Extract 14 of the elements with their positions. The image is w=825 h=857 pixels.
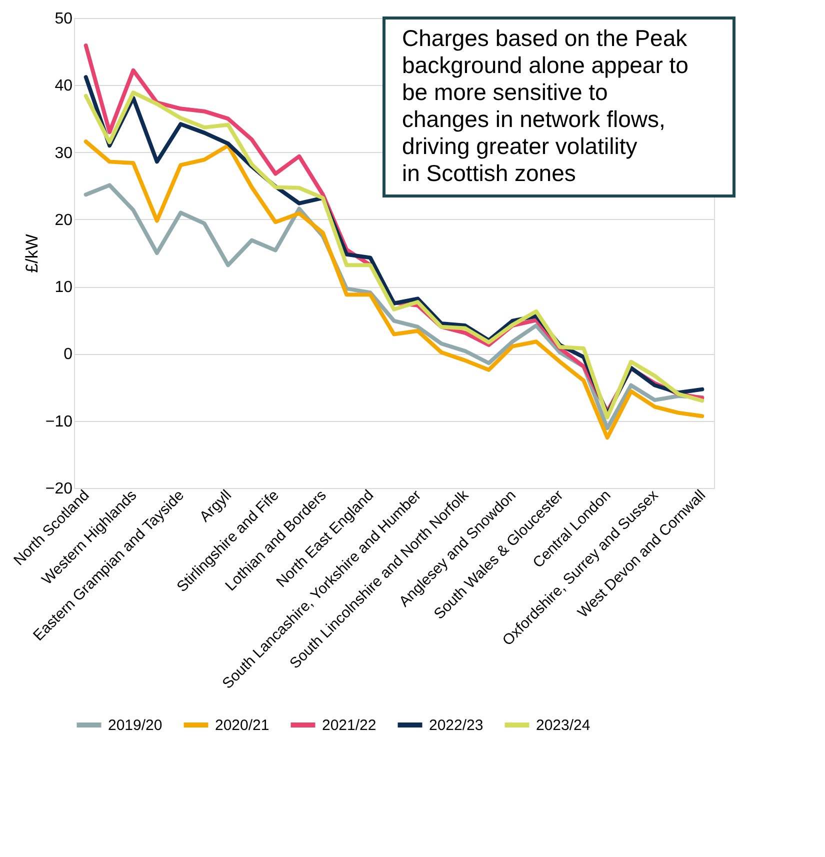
legend-label: 2023/24 [536,717,590,734]
y-tick-label: 40 [54,78,73,95]
y-tick-label: 10 [54,279,73,296]
y-tick-label: 20 [54,212,73,229]
y-tick-label: 0 [64,346,73,364]
y-tick-label: 30 [54,144,73,162]
y-axis-title: £/kW [22,234,42,273]
y-tick-label: 50 [54,10,73,28]
legend-label: 2019/20 [108,717,162,734]
legend-label: 2022/23 [429,717,484,734]
legend-label: 2020/21 [215,717,270,734]
y-tick-label: −10 [45,413,73,430]
legend-label: 2021/22 [322,717,376,734]
annotation: Charges based on the Peak background alone appear to be more sensitive to changes in network flows, driving greater volatility in Scottish zones [402,25,688,186]
